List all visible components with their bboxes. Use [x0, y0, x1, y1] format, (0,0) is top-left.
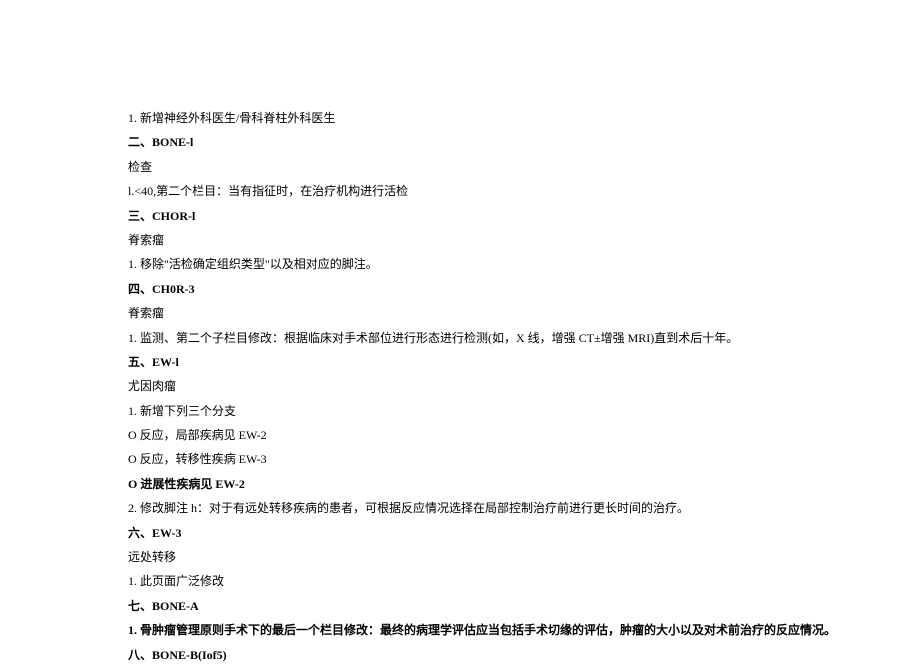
- text-line: 1. 移除"活检确定组织类型"以及相对应的脚注。: [128, 254, 920, 274]
- text-line: 1. 此页面广泛修改: [128, 571, 920, 591]
- document-page: 1. 新增神经外科医生/骨科脊柱外科医生二、BONE-l 检查 l.<40,第二个栏…: [0, 0, 920, 651]
- text-line: 2. 修改脚注 h：对于有远处转移疾病的患者，可根据反应情况选择在局部控制治疗前…: [128, 498, 920, 518]
- text-line: 1. 监测、第二个子栏目修改：根据临床对手术部位进行形态进行检测(如，X 线，增…: [128, 328, 920, 348]
- text-line: 六、EW-3: [128, 523, 920, 543]
- text-line: 八、BONE-B(Iof5): [128, 645, 920, 665]
- text-line: 三、CHOR-l: [128, 206, 920, 226]
- text-line: O 反应，局部疾病见 EW-2: [128, 425, 920, 445]
- text-line: 远处转移: [128, 547, 920, 567]
- text-line: 脊索瘤: [128, 303, 920, 323]
- text-line: 四、CH0R-3: [128, 279, 920, 299]
- text-line: 七、BONE-A: [128, 596, 920, 616]
- text-line: 尤因肉瘤: [128, 376, 920, 396]
- text-line: O 进展性疾病见 EW-2: [128, 474, 920, 494]
- text-line: l.<40,第二个栏目：当有指征时，在治疗机构进行活检: [128, 181, 920, 201]
- text-line: 五、EW-l: [128, 352, 920, 372]
- text-line: 1. 新增下列三个分支: [128, 401, 920, 421]
- text-line: 检查: [128, 157, 920, 177]
- text-line: 1. 骨肿瘤管理原则手术下的最后一个栏目修改：最终的病理学评估应当包括手术切缘的…: [128, 620, 920, 640]
- text-line: 二、BONE-l: [128, 132, 920, 152]
- text-line: O 反应，转移性疾病 EW-3: [128, 449, 920, 469]
- text-line: 1. 新增神经外科医生/骨科脊柱外科医生: [128, 108, 920, 128]
- text-line: 脊索瘤: [128, 230, 920, 250]
